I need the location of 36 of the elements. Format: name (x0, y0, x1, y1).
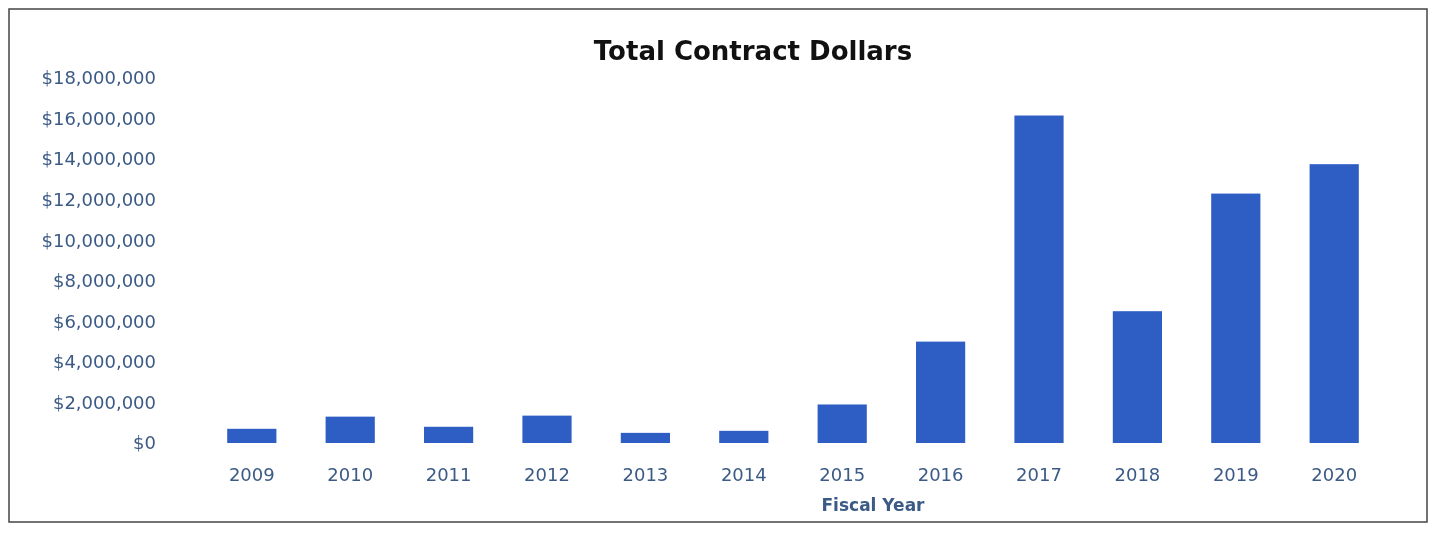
x-tick-label: 2014 (720, 464, 767, 485)
bar (620, 432, 670, 443)
x-tick-label: 2017 (1016, 464, 1062, 485)
chart-title: Total Contract Dollars (593, 36, 913, 66)
y-tick-label: $16,000,000 (41, 107, 156, 129)
y-tick-label: $14,000,000 (41, 148, 156, 170)
x-tick-label: 2018 (1114, 464, 1161, 485)
y-tick-label: $10,000,000 (41, 229, 156, 251)
y-tick-label: $6,000,000 (52, 310, 156, 332)
bar (227, 428, 277, 443)
bar (325, 416, 375, 443)
y-tick-label: $12,000,000 (41, 188, 156, 210)
y-tick-label: $18,000,000 (41, 67, 156, 89)
x-tick-label: 2013 (622, 464, 669, 485)
y-tick-label: $8,000,000 (52, 270, 156, 292)
x-tick-label: 2011 (425, 464, 472, 485)
bar (522, 415, 572, 443)
bar (817, 404, 867, 443)
x-axis-title: Fiscal Year (821, 495, 926, 515)
x-tick-label: 2020 (1311, 464, 1358, 485)
y-tick-label: $0 (133, 432, 156, 454)
bar (1309, 164, 1359, 443)
bar (424, 426, 474, 443)
bar (1014, 115, 1064, 443)
bar (1112, 311, 1162, 443)
bar (916, 341, 966, 443)
y-tick-label: $4,000,000 (52, 351, 156, 373)
bar (719, 430, 769, 443)
x-tick-label: 2009 (228, 464, 275, 485)
x-tick-label: 2016 (917, 464, 964, 485)
x-tick-label: 2019 (1212, 464, 1259, 485)
x-tick-label: 2015 (819, 464, 866, 485)
x-tick-label: 2010 (327, 464, 374, 485)
y-tick-label: $2,000,000 (52, 391, 156, 413)
x-tick-label: 2012 (524, 464, 570, 485)
bar (1211, 193, 1261, 443)
